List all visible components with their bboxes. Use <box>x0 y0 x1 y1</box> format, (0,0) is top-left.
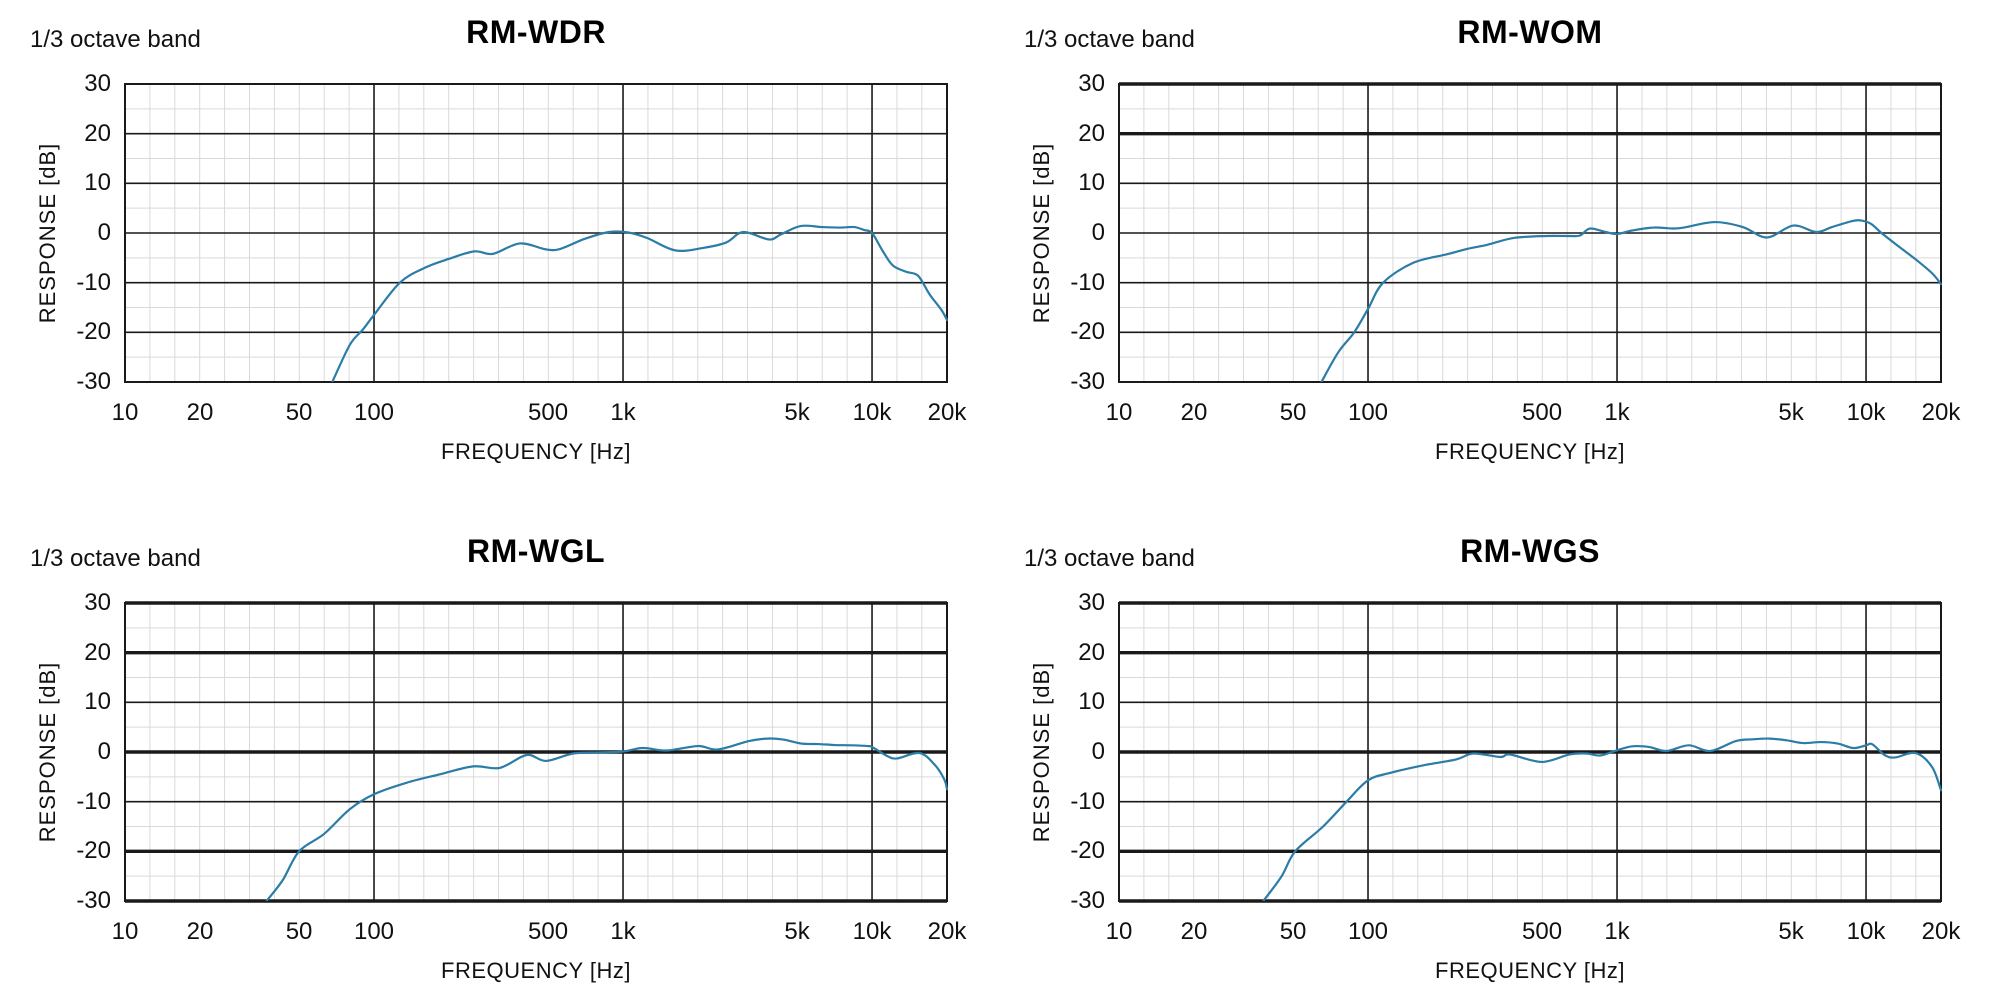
x-tick-label: 50 <box>1279 918 1307 945</box>
y-tick-label: -20 <box>76 837 111 865</box>
chart-panel-2: 1/3 octave band RM-WOM RESPONSE [dB] FRE… <box>1024 14 1960 464</box>
response-curve <box>1262 737 1942 901</box>
y-tick-label: -20 <box>1070 318 1105 346</box>
plot-frame <box>124 83 948 383</box>
response-curve <box>1320 219 1942 382</box>
x-tick-label: 50 <box>285 399 313 426</box>
plot-area <box>1118 601 1942 903</box>
y-tick-label: -20 <box>76 318 111 346</box>
y-tick-label: 10 <box>84 169 111 197</box>
x-tick-label: 10k <box>1846 399 1886 426</box>
octave-band-label: 1/3 octave band <box>30 545 201 572</box>
x-tick-label: 20 <box>1180 918 1208 945</box>
y-tick-label: 0 <box>1091 219 1105 246</box>
chart-title: RM-WGS <box>1460 533 1600 569</box>
x-tick-label: 100 <box>353 399 395 426</box>
x-tick-label: 20 <box>186 918 214 945</box>
x-tick-label: 20k <box>927 399 967 426</box>
chart-title: RM-WOM <box>1457 14 1603 50</box>
x-tick-label: 1k <box>610 918 636 945</box>
x-axis-label: FREQUENCY [Hz] <box>441 958 631 983</box>
x-tick-label: 10k <box>852 399 892 426</box>
chart-panel-3: 1/3 octave band RM-WGL RESPONSE [dB] FRE… <box>30 533 966 983</box>
y-tick-label: -20 <box>1070 837 1105 865</box>
y-tick-label: 30 <box>84 589 111 616</box>
y-tick-label: 20 <box>1078 119 1105 147</box>
chart-panel-4: 1/3 octave band RM-WGS RESPONSE [dB] FRE… <box>1024 533 1960 983</box>
x-axis-label: FREQUENCY [Hz] <box>441 439 631 464</box>
y-tick-label: -30 <box>76 887 111 914</box>
x-tick-label: 1k <box>610 399 636 426</box>
x-tick-label: 20 <box>186 399 214 426</box>
x-tick-label: 500 <box>528 399 569 426</box>
x-tick-label: 20k <box>1921 918 1961 945</box>
y-tick-label: 0 <box>1091 738 1105 765</box>
x-tick-label: 100 <box>1347 399 1389 426</box>
x-tick-label: 500 <box>1522 399 1563 426</box>
x-tick-label: 5k <box>784 399 810 426</box>
x-tick-label: 10 <box>111 918 139 945</box>
x-tick-label: 500 <box>1522 918 1563 945</box>
x-axis-label: FREQUENCY [Hz] <box>1435 958 1625 983</box>
y-tick-label: 10 <box>84 688 111 716</box>
x-tick-label: 1k <box>1604 918 1630 945</box>
x-tick-label: 5k <box>1778 399 1804 426</box>
y-tick-label: -10 <box>1070 268 1105 296</box>
y-tick-label: 20 <box>84 119 111 147</box>
x-tick-label: 20k <box>927 918 967 945</box>
y-tick-label: -30 <box>1070 368 1105 395</box>
x-tick-label: 10 <box>1105 918 1133 945</box>
plot-area <box>124 83 948 383</box>
chart-title: RM-WDR <box>466 14 606 50</box>
octave-band-label: 1/3 octave band <box>1024 26 1195 53</box>
x-tick-label: 10k <box>852 918 892 945</box>
y-tick-label: 10 <box>1078 169 1105 197</box>
y-tick-label: 20 <box>84 638 111 666</box>
x-tick-label: 100 <box>353 918 395 945</box>
plot-area <box>1118 82 1942 383</box>
x-axis-label: FREQUENCY [Hz] <box>1435 439 1625 464</box>
chart-panel-1: 1/3 octave band RM-WDR RESPONSE [dB] FRE… <box>30 14 966 464</box>
chart-title: RM-WGL <box>466 533 606 569</box>
y-tick-label: 30 <box>1078 70 1105 97</box>
response-curve <box>331 224 948 382</box>
x-tick-label: 20 <box>1180 399 1208 426</box>
y-tick-label: -10 <box>76 268 111 296</box>
x-tick-label: 10k <box>1846 918 1886 945</box>
x-tick-label: 500 <box>528 918 569 945</box>
y-tick-label: -10 <box>1070 787 1105 815</box>
y-tick-label: -30 <box>76 368 111 395</box>
x-tick-label: 20k <box>1921 399 1961 426</box>
y-tick-label: 0 <box>97 738 111 765</box>
x-tick-label: 1k <box>1604 399 1630 426</box>
y-tick-label: 10 <box>1078 688 1105 716</box>
x-tick-label: 10 <box>1105 399 1133 426</box>
y-tick-label: 30 <box>1078 589 1105 616</box>
x-tick-label: 5k <box>1778 918 1804 945</box>
octave-band-label: 1/3 octave band <box>1024 545 1195 572</box>
plot-area <box>124 601 948 903</box>
y-tick-label: -30 <box>1070 887 1105 914</box>
x-tick-label: 5k <box>784 918 810 945</box>
y-tick-label: 30 <box>84 70 111 97</box>
y-tick-label: 0 <box>97 219 111 246</box>
x-tick-label: 50 <box>285 918 313 945</box>
y-tick-label: 20 <box>1078 638 1105 666</box>
y-tick-label: -10 <box>76 787 111 815</box>
octave-band-label: 1/3 octave band <box>30 26 201 53</box>
x-tick-label: 50 <box>1279 399 1307 426</box>
x-tick-label: 10 <box>111 399 139 426</box>
x-tick-label: 100 <box>1347 918 1389 945</box>
response-curve <box>265 737 948 901</box>
